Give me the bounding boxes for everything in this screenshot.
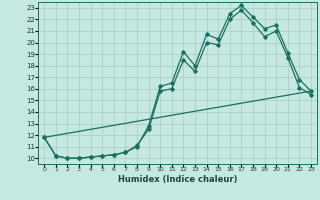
X-axis label: Humidex (Indice chaleur): Humidex (Indice chaleur) bbox=[118, 175, 237, 184]
